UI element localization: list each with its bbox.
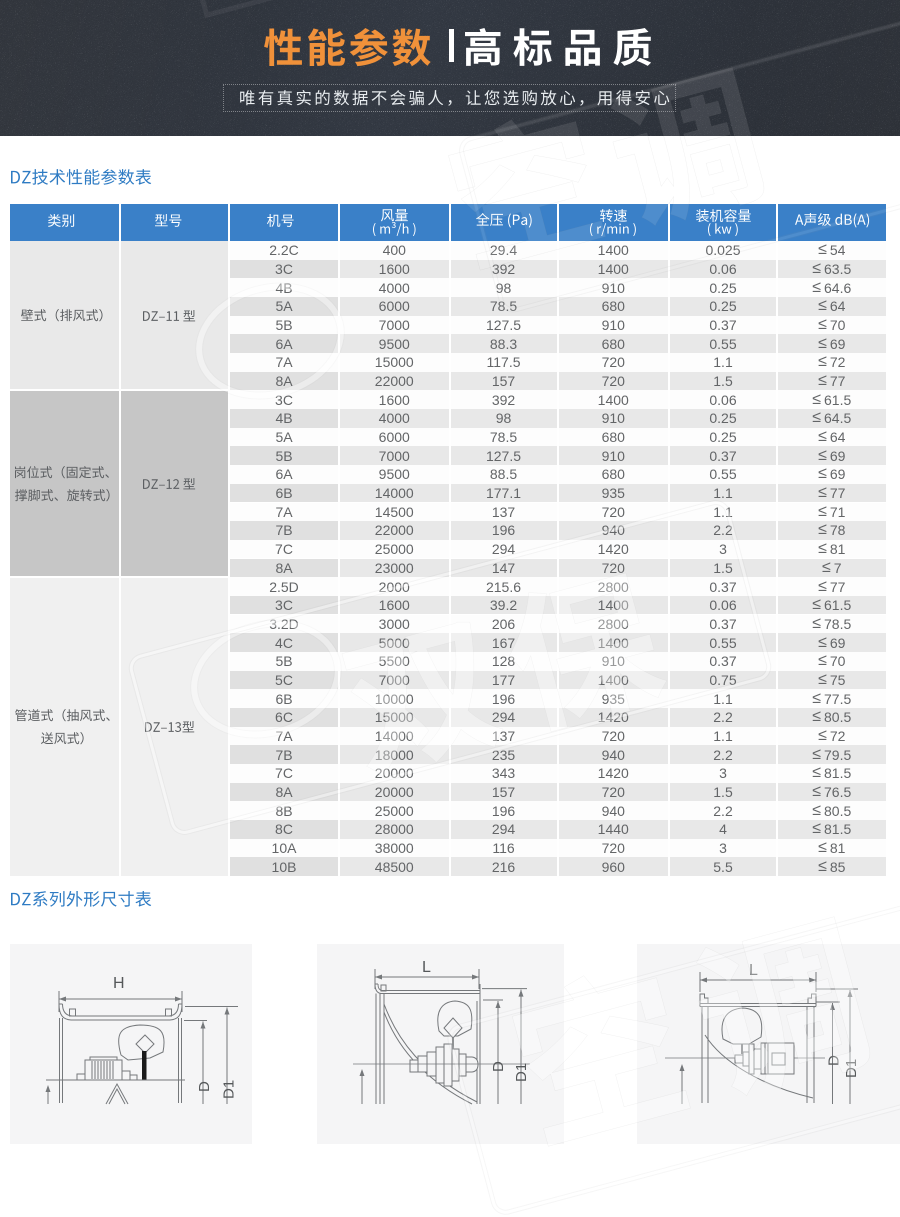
svg-text:H: H xyxy=(113,975,125,992)
svg-text:L: L xyxy=(422,959,431,976)
svg-text:D1: D1 xyxy=(221,1080,238,1099)
svg-text:D: D xyxy=(196,1081,213,1092)
svg-text:D: D xyxy=(490,1061,507,1072)
svg-text:D: D xyxy=(826,1055,843,1066)
svg-text:L: L xyxy=(749,962,758,979)
svg-text:D1: D1 xyxy=(513,1063,530,1082)
svg-text:D1: D1 xyxy=(843,1059,860,1078)
